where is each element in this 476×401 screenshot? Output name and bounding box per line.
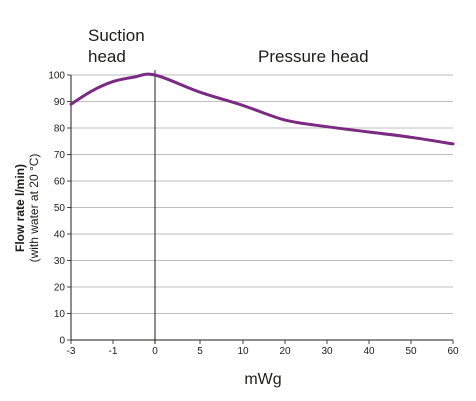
x-tick-label: -3 (67, 346, 76, 357)
x-tick-label: 20 (279, 346, 291, 357)
x-tick-label: -1 (109, 346, 118, 357)
axes: 0 10 20 30 40 50 60 70 80 90 100 -3 -1 0 5 10 20 30 40 50 60 (48, 70, 459, 357)
suction-head-label-line2: head (88, 47, 126, 66)
y-tick-label: 0 (59, 336, 65, 347)
y-axis-title-line1: Flow rate l/min) (13, 164, 27, 252)
x-tick-label: 60 (447, 346, 459, 357)
x-tick-label: 10 (237, 346, 249, 357)
x-tick-label: 0 (152, 346, 158, 357)
y-tick-label: 20 (54, 283, 66, 294)
x-tick-label: 5 (197, 346, 203, 357)
y-axis-title: Flow rate l/min) (with water at 20 °C) (13, 154, 41, 263)
y-tick-label: 70 (54, 150, 66, 161)
x-axis-title: mWg (244, 371, 281, 388)
x-tick-label: 30 (321, 346, 333, 357)
y-tick-label: 80 (54, 124, 66, 135)
series-layer (69, 72, 455, 146)
suction-head-label-line1: Suction (88, 26, 145, 45)
y-tick-label: 90 (54, 97, 66, 108)
y-tick-label: 30 (54, 256, 66, 267)
y-axis-title-line2: (with water at 20 °C) (27, 154, 41, 263)
x-tick-label: 50 (405, 346, 417, 357)
y-tick-label: 60 (54, 177, 66, 188)
pressure-head-label: Pressure head (258, 47, 369, 66)
y-tick-label: 40 (54, 230, 66, 241)
y-tick-label: 50 (54, 203, 66, 214)
x-tick-label: 40 (363, 346, 375, 357)
labels: Suction head Pressure head mWg Flow rate… (13, 26, 369, 388)
flow-rate-series-line (69, 72, 455, 146)
grid (71, 74, 453, 341)
y-tick-label: 100 (48, 71, 65, 82)
y-tick-label: 10 (54, 309, 66, 320)
